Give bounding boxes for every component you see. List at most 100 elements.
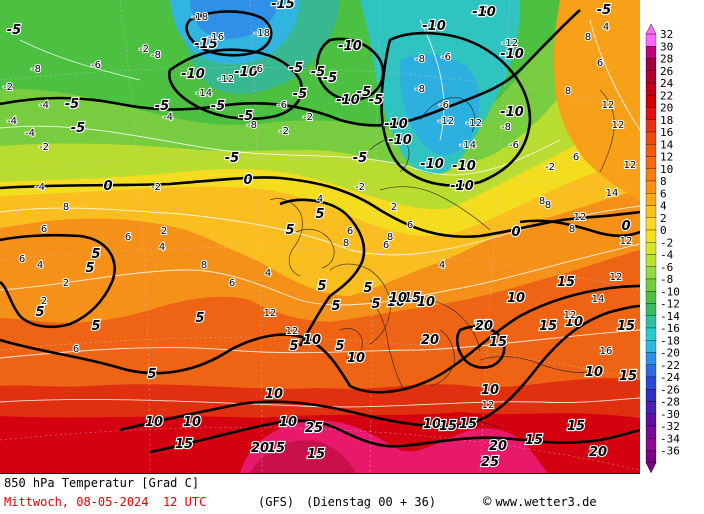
isotherm-value-label: 20 <box>475 319 493 334</box>
grid-point-value: 6 <box>73 344 79 355</box>
band-warm-east <box>553 0 640 200</box>
grid-point-value: 6 <box>573 152 579 163</box>
grid-point-value: 8 <box>387 232 393 243</box>
grid-point-value: -2 <box>151 182 161 193</box>
legend-swatch <box>645 266 657 280</box>
legend-swatch <box>645 229 657 243</box>
isotherm-value-label: -5 <box>311 65 325 80</box>
grid-point-value: -14 <box>460 140 476 151</box>
isotherm-value-label: 10 <box>565 315 583 330</box>
legend-tick-label: 30 <box>660 40 673 53</box>
isotherm-value-label: 25 <box>481 455 499 470</box>
grid-point-value: -6 <box>439 100 449 111</box>
isotherm-5-west <box>0 233 116 329</box>
isotherm-value-label: 15 <box>439 419 457 434</box>
legend-tick-label: 22 <box>660 89 673 102</box>
legend-swatch <box>645 315 657 329</box>
legend-swatch <box>645 327 657 341</box>
legend-swatch <box>645 217 657 231</box>
isotherm-value-label: 10 <box>303 333 321 348</box>
grid-point-value: 14 <box>606 188 619 199</box>
legend-tick-label: 10 <box>660 163 673 176</box>
valid-time: Mittwoch, 08-05-2024 12 UTC <box>4 495 207 509</box>
isotherm-10 <box>0 284 640 394</box>
color-scale-legend: 32302826242220181614121086420-2-4-6-8-10… <box>640 0 704 473</box>
grid-point-value: 2 <box>63 278 69 289</box>
legend-swatch <box>645 303 657 316</box>
isotherm-value-label: -15 <box>271 0 295 12</box>
grid-point-value: -2 <box>139 44 149 55</box>
isotherm-value-label: -10 <box>422 19 446 34</box>
grid-point-value: -8 <box>501 122 511 133</box>
bold-isotherms <box>0 9 640 454</box>
grid-point-value: -12 <box>218 74 234 85</box>
legend-tick-label: -22 <box>660 359 680 372</box>
model-label: (GFS) <box>258 495 295 509</box>
isotherm-value-label: -10 <box>234 65 258 80</box>
legend-tick-label: 24 <box>660 77 674 90</box>
point-value-labels: -2-4-8-4-2-6-4-18-16 -18-12-14-6-8-2-4-6-… <box>2 11 637 412</box>
legend-swatch <box>645 352 657 365</box>
map-footer: 850 hPa Temperatur [Grad C] Mittwoch, 08… <box>0 473 640 514</box>
isotherm-value-label: 5 <box>331 299 340 314</box>
legend-swatch <box>645 144 657 157</box>
legend-tick-label: -20 <box>660 347 680 360</box>
isotherm-value-label: 15 <box>617 319 635 334</box>
legend-swatch <box>645 389 657 402</box>
legend-tick-label: -24 <box>660 371 680 384</box>
isotherm-value-label: 15 <box>489 335 507 350</box>
isotherm-value-label: 20 <box>251 441 269 456</box>
isotherm-minus15 <box>185 10 273 57</box>
legend-swatch <box>645 242 657 255</box>
grid-point-value: 4 <box>159 242 165 253</box>
isotherm-value-label: -10 <box>420 157 444 172</box>
isotherm-value-label: 5 <box>289 339 298 354</box>
legend-tick-label: -10 <box>660 285 680 298</box>
grid-point-value: -4 <box>7 116 17 127</box>
isotherm-value-label: -5 <box>473 5 487 20</box>
grid-point-value: -18 <box>254 28 270 39</box>
legend-swatch <box>645 82 657 96</box>
legend-swatch <box>645 278 657 292</box>
isotherm-value-label: 5 <box>35 305 44 320</box>
legend-tick-label: 26 <box>660 65 673 78</box>
legend-tick-label: -26 <box>660 383 680 396</box>
grid-point-value: -8 <box>151 50 161 61</box>
legend-swatch <box>645 180 657 194</box>
legend-swatch <box>645 340 657 353</box>
isotherm-value-label: 15 <box>525 433 543 448</box>
legend-arrow-up <box>645 23 657 35</box>
site-url[interactable]: www.wetter3.de <box>495 495 597 509</box>
grid-point-value: -12 <box>466 118 482 129</box>
grid-point-value: -8 <box>415 54 425 65</box>
legend-tick-label: -16 <box>660 322 680 335</box>
legend-swatch <box>645 58 657 71</box>
legend-tick-label: -4 <box>660 249 674 262</box>
isotherm-value-label: 5 <box>335 339 344 354</box>
grid-point-value: -8 <box>415 84 425 95</box>
isotherm-5-center <box>279 198 366 347</box>
grid-point-value: 8 <box>545 200 551 211</box>
isotherm-value-label: 5 <box>195 311 204 326</box>
grid-point-value: 8 <box>63 202 69 213</box>
grid-point-value: -6 <box>91 60 101 71</box>
site-credit[interactable]: © www.wetter3.de <box>483 494 597 510</box>
grid-point-value: 12 <box>620 236 633 247</box>
isotherm-value-label: 15 <box>473 319 491 334</box>
grid-point-value: 12 <box>286 326 299 337</box>
isotherm-value-label: -5 <box>369 93 383 108</box>
isotherm-value-label: 10 <box>585 365 603 380</box>
isotherm-value-label: 5 <box>91 247 100 262</box>
grid-point-value: 6 <box>19 254 25 265</box>
grid-point-value: -2 <box>39 142 49 153</box>
copyright-icon: © <box>483 494 492 510</box>
bold-isotherm-labels: -5-15-10-15-10-5-5-5 -5-10-10 -5-5-5-10-10… <box>6 0 638 471</box>
isotherm-value-label: 10 <box>279 415 297 430</box>
isotherm-value-label: 0 <box>621 219 630 234</box>
grid-point-value: -6 <box>277 100 287 111</box>
grid-point-value: -2 <box>355 182 365 193</box>
legend-swatch <box>645 156 657 169</box>
grid-point-value: 16 <box>600 346 613 357</box>
isotherm-value-label: 20 <box>421 333 439 348</box>
isotherm-value-label: 5 <box>317 279 326 294</box>
